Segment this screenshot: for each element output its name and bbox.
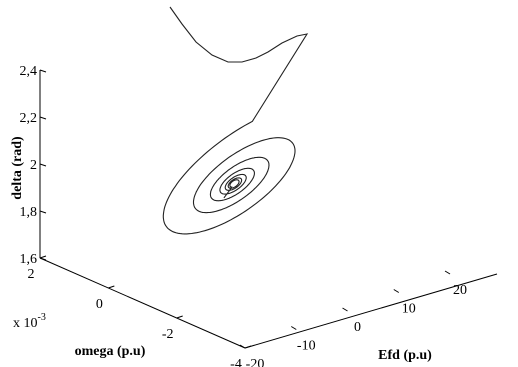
efd-tick-mark	[444, 270, 451, 275]
omega-tick-mark	[108, 285, 115, 289]
omega-tick-label: -4	[230, 357, 242, 367]
delta-tick-mark	[39, 210, 47, 214]
delta-tick-mark	[39, 116, 47, 120]
delta-tick-mark	[39, 163, 47, 167]
omega-exponent-label: x 10-3	[13, 312, 46, 331]
omega-tick-mark	[244, 345, 252, 349]
efd-tick-label: 20	[453, 283, 467, 298]
omega-axis-label: omega (p.u)	[75, 344, 146, 359]
efd-tick-mark	[239, 344, 246, 349]
omega-exponent-base: x 10	[13, 316, 38, 331]
delta-tick-label: 1,8	[20, 205, 38, 220]
efd-axis-label: Efd (p.u)	[378, 348, 432, 363]
omega-tick-mark	[176, 315, 183, 319]
omega-exponent-power: -3	[38, 312, 46, 323]
trajectory-line	[162, 6, 309, 235]
omega-tick-mark	[39, 255, 47, 259]
delta-tick-label: 1,6	[20, 252, 38, 267]
axes	[39, 70, 498, 349]
efd-tick-label: -20	[246, 357, 265, 367]
omega-tick-label: -2	[162, 327, 174, 342]
efd-tick-label: 0	[354, 320, 361, 335]
delta-tick-label: 2	[30, 158, 37, 173]
omega-axis-line	[39, 257, 246, 349]
omega-tick-label: 0	[96, 297, 103, 312]
delta-tick-label: 2,2	[20, 111, 38, 126]
delta-tick-label: 2,4	[20, 64, 38, 79]
trajectory	[162, 6, 309, 235]
efd-tick-mark	[393, 289, 400, 293]
efd-tick-mark	[342, 307, 348, 312]
omega-tick-label: 2	[28, 267, 35, 282]
axis-labels: delta (rad) Efd (p.u) omega (p.u) x 10-3	[10, 136, 432, 363]
efd-tick-mark	[291, 326, 297, 330]
delta-axis-label: delta (rad)	[10, 136, 25, 200]
efd-tick-label: -10	[297, 339, 316, 354]
delta-tick-mark	[39, 257, 47, 261]
efd-axis-line	[244, 273, 498, 349]
delta-tick-mark	[39, 69, 47, 73]
efd-tick-label: 10	[402, 302, 416, 317]
